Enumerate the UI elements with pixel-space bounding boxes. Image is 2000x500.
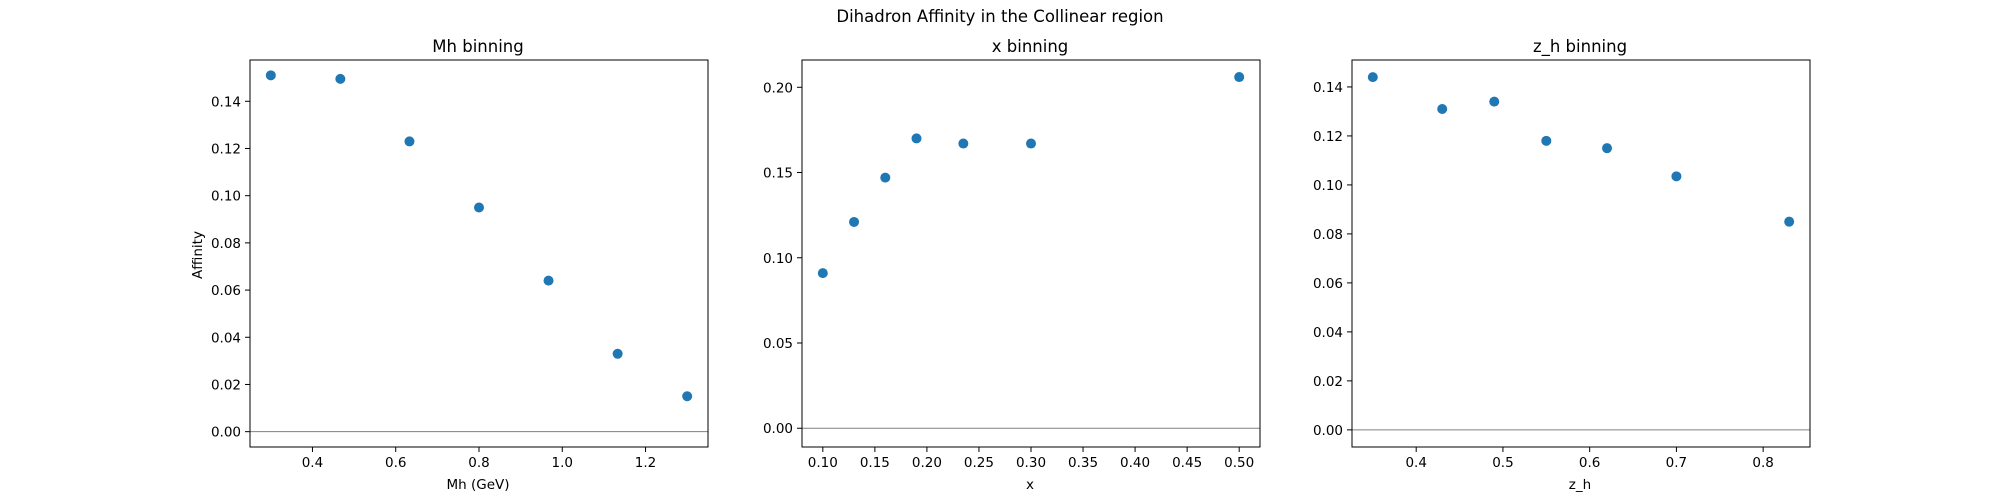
panel-title: Mh binning [432,37,523,56]
x-tick-label: 0.6 [385,455,406,471]
figure-suptitle: Dihadron Affinity in the Collinear regio… [836,7,1163,26]
data-point [1437,103,1448,114]
data-point [849,216,860,227]
axes-frame [249,59,709,448]
y-tick-label: 0.00 [763,421,793,437]
panel-title: x binning [992,37,1069,56]
data-point [404,136,415,147]
y-tick-label: 0.10 [1313,178,1343,194]
y-tick-label: 0.10 [211,189,241,205]
x-tick-label: 0.35 [1068,455,1098,471]
y-tick-label: 0.00 [211,425,241,441]
data-point [1784,216,1795,227]
y-tick-label: 0.02 [1313,374,1343,390]
y-tick-label: 0.20 [763,80,793,96]
y-tick-label: 0.00 [1313,423,1343,439]
data-point [880,172,891,183]
panel-x-binning: x binning x 0.10 0.15 0.20 0.25 0.30 0.35 0.40… [763,37,1261,493]
x-tick-label: 0.15 [860,455,890,471]
data-point [682,391,693,402]
x-tick-label: 0.50 [1224,455,1254,471]
y-tick-label: 0.06 [1313,276,1343,292]
x-tick-label: 1.2 [635,455,656,471]
y-tick-label: 0.05 [763,336,793,352]
data-point [1234,72,1245,83]
y-tick-label: 0.08 [211,236,241,252]
data-point [911,133,922,144]
x-axis-label: z_h [1569,477,1591,493]
y-tick-label: 0.12 [211,141,241,157]
y-tick-label: 0.06 [211,283,241,299]
y-tick-label: 0.15 [763,166,793,182]
x-axis-label: Mh (GeV) [446,477,509,493]
data-point [1671,171,1682,182]
y-axis-label: Affinity [190,231,206,279]
data-point [1367,72,1378,83]
x-tick-label: 0.40 [1120,455,1150,471]
y-tick-label: 0.12 [1313,129,1343,145]
data-point [1026,138,1036,149]
y-tick-label: 0.08 [1313,227,1343,243]
x-tick-label: 0.8 [468,455,489,471]
y-tick-label: 0.14 [1313,80,1343,96]
y-tick-label: 0.10 [763,251,793,267]
x-tick-label: 0.30 [1016,455,1046,471]
y-tick-label: 0.02 [211,377,241,393]
data-point [1541,135,1552,146]
x-tick-label: 0.10 [808,455,838,471]
data-point [817,268,828,279]
data-point [612,348,623,359]
data-point [543,275,554,286]
x-tick-label: 0.8 [1752,455,1773,471]
data-point [474,202,484,213]
data-point [265,70,276,81]
y-tick-label: 0.04 [1313,325,1343,341]
data-point [1489,96,1500,107]
x-tick-label: 0.4 [1405,455,1426,471]
data-point [335,73,346,84]
x-tick-label: 1.0 [552,455,573,471]
x-tick-label: 0.25 [964,455,994,471]
data-point [958,138,969,149]
x-tick-label: 0.4 [302,455,323,471]
x-tick-label: 0.6 [1579,455,1600,471]
data-point [1602,143,1613,154]
y-tick-label: 0.04 [211,330,241,346]
panel-title: z_h binning [1533,37,1627,57]
x-axis-label: x [1026,477,1034,493]
panel-mh-binning: Mh binning Mh (GeV) Affinity 0.4 0.6 0.8 1.… [190,37,709,493]
axes-frame [801,59,1261,448]
x-tick-label: 0.45 [1172,455,1202,471]
y-tick-label: 0.14 [211,94,241,110]
panel-zh-binning: z_h binning z_h 0.4 0.5 0.6 0.7 0.8 0.00 0.02 0… [1313,37,1811,493]
x-tick-label: 0.5 [1492,455,1513,471]
x-tick-label: 0.20 [912,455,942,471]
axes-frame [1351,59,1811,448]
x-tick-label: 0.7 [1666,455,1687,471]
